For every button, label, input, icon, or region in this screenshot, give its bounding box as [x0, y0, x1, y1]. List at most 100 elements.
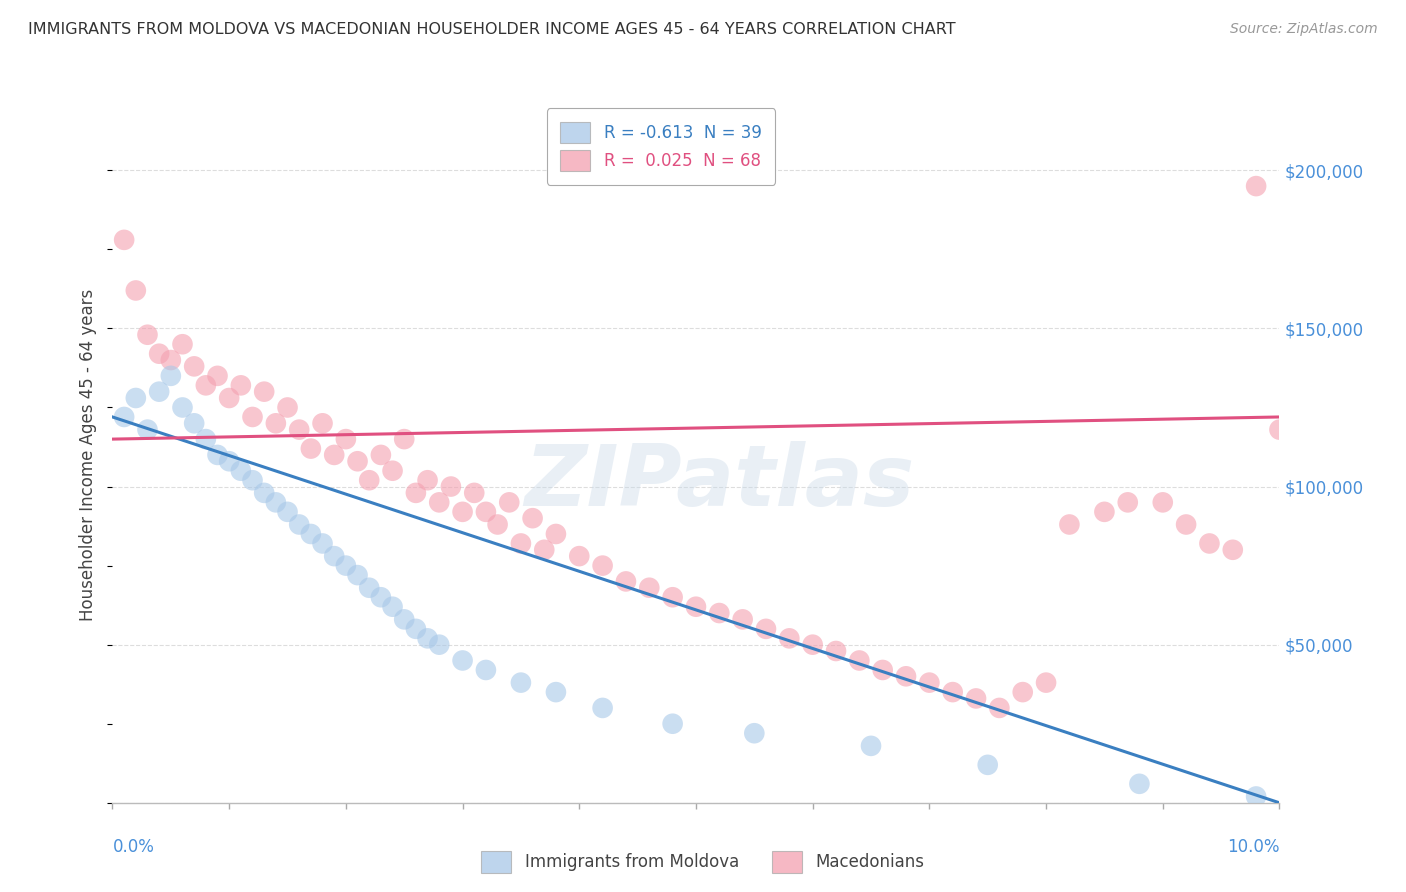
Point — [323, 549, 346, 563]
Point — [194, 432, 217, 446]
Point — [112, 233, 135, 247]
Point — [544, 685, 567, 699]
Text: 10.0%: 10.0% — [1227, 838, 1279, 856]
Point — [264, 495, 287, 509]
Point — [778, 632, 800, 646]
Point — [172, 337, 194, 351]
Point — [1244, 179, 1267, 194]
Point — [463, 486, 485, 500]
Point — [194, 378, 217, 392]
Point — [218, 391, 240, 405]
Point — [742, 726, 765, 740]
Point — [299, 527, 322, 541]
Point — [311, 536, 333, 550]
Point — [475, 663, 498, 677]
Point — [335, 432, 357, 446]
Point — [1222, 542, 1244, 557]
Point — [416, 473, 439, 487]
Point — [183, 359, 205, 374]
Point — [346, 568, 368, 582]
Point — [392, 432, 416, 446]
Point — [264, 417, 287, 431]
Point — [207, 448, 229, 462]
Point — [253, 384, 276, 399]
Point — [965, 691, 987, 706]
Point — [335, 558, 357, 573]
Point — [755, 622, 778, 636]
Point — [638, 581, 661, 595]
Point — [1059, 517, 1081, 532]
Point — [1011, 685, 1033, 699]
Point — [1175, 517, 1198, 532]
Point — [451, 505, 474, 519]
Point — [136, 327, 159, 342]
Point — [498, 495, 520, 509]
Legend: Immigrants from Moldova, Macedonians: Immigrants from Moldova, Macedonians — [475, 845, 931, 880]
Point — [942, 685, 965, 699]
Point — [276, 505, 298, 519]
Point — [405, 622, 427, 636]
Point — [288, 517, 311, 532]
Point — [1116, 495, 1139, 509]
Point — [801, 638, 824, 652]
Point — [427, 495, 450, 509]
Point — [475, 505, 498, 519]
Point — [1152, 495, 1174, 509]
Point — [392, 612, 416, 626]
Point — [509, 675, 531, 690]
Text: 0.0%: 0.0% — [112, 838, 155, 856]
Point — [1092, 505, 1115, 519]
Point — [1268, 423, 1291, 437]
Point — [359, 473, 381, 487]
Point — [160, 368, 183, 383]
Point — [859, 739, 883, 753]
Point — [346, 454, 368, 468]
Point — [685, 599, 707, 614]
Text: Source: ZipAtlas.com: Source: ZipAtlas.com — [1230, 22, 1378, 37]
Point — [544, 527, 567, 541]
Point — [229, 378, 252, 392]
Text: ZIPatlas: ZIPatlas — [524, 442, 914, 524]
Point — [311, 417, 333, 431]
Point — [172, 401, 194, 415]
Legend: R = -0.613  N = 39, R =  0.025  N = 68: R = -0.613 N = 39, R = 0.025 N = 68 — [547, 109, 775, 185]
Point — [207, 368, 229, 383]
Point — [427, 638, 450, 652]
Point — [160, 353, 183, 368]
Point — [381, 464, 404, 478]
Point — [323, 448, 346, 462]
Point — [242, 473, 264, 487]
Point — [136, 423, 159, 437]
Point — [381, 599, 404, 614]
Point — [731, 612, 754, 626]
Point — [276, 401, 298, 415]
Point — [918, 675, 941, 690]
Point — [112, 409, 135, 424]
Point — [592, 558, 614, 573]
Point — [1035, 675, 1057, 690]
Point — [299, 442, 322, 456]
Point — [288, 423, 311, 437]
Point — [486, 517, 509, 532]
Text: IMMIGRANTS FROM MOLDOVA VS MACEDONIAN HOUSEHOLDER INCOME AGES 45 - 64 YEARS CORR: IMMIGRANTS FROM MOLDOVA VS MACEDONIAN HO… — [28, 22, 956, 37]
Point — [253, 486, 276, 500]
Point — [592, 701, 614, 715]
Point — [533, 542, 555, 557]
Point — [440, 479, 463, 493]
Point — [416, 632, 439, 646]
Point — [183, 417, 205, 431]
Point — [359, 581, 381, 595]
Point — [568, 549, 591, 563]
Point — [614, 574, 637, 589]
Point — [148, 384, 170, 399]
Point — [451, 653, 474, 667]
Point — [218, 454, 240, 468]
Point — [370, 448, 392, 462]
Point — [976, 757, 998, 772]
Point — [848, 653, 870, 667]
Point — [148, 347, 170, 361]
Point — [825, 644, 848, 658]
Point — [125, 284, 148, 298]
Point — [709, 606, 731, 620]
Point — [1128, 777, 1150, 791]
